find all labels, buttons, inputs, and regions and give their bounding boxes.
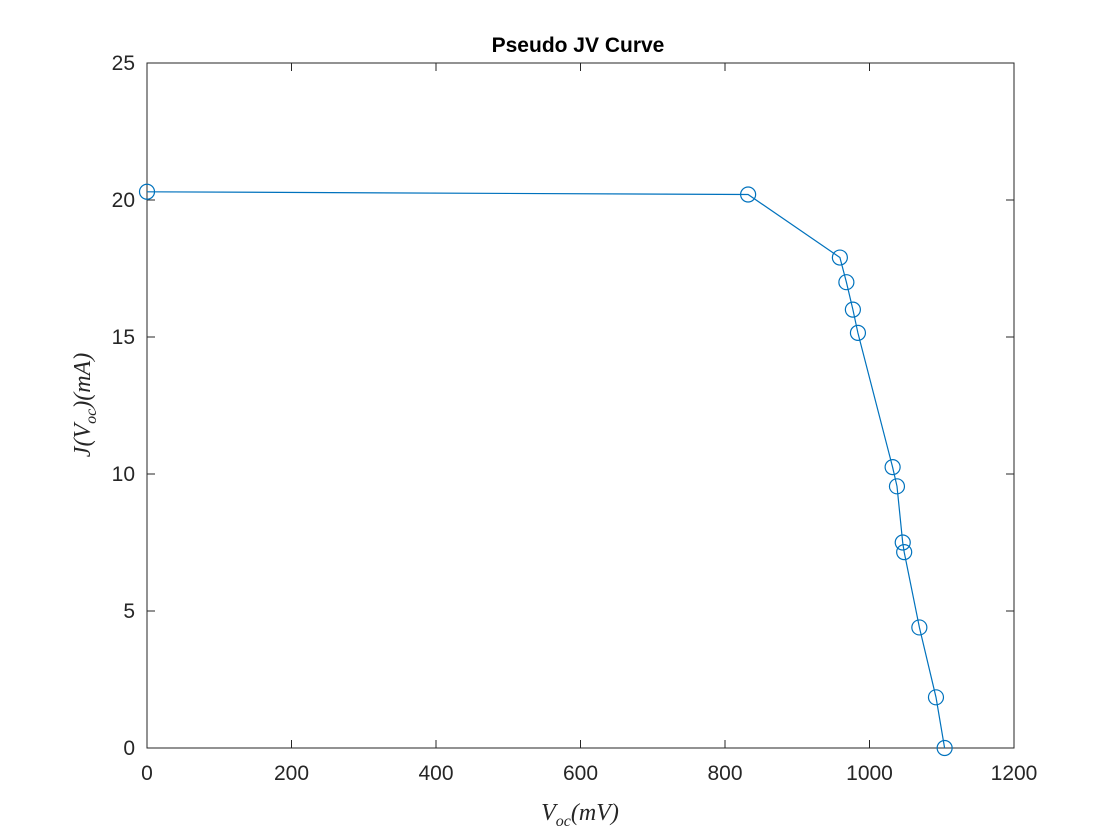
data-point — [884, 459, 901, 476]
y-axis: 0 5 10 15 20 25 — [112, 52, 1014, 760]
x-tick-label: 600 — [563, 762, 598, 785]
plot-area-box — [146, 62, 1015, 749]
data-point — [844, 301, 861, 318]
x-tick-label: 400 — [418, 762, 453, 785]
x-tick-label: 800 — [707, 762, 742, 785]
series-line — [146, 191, 946, 749]
data-point — [831, 249, 848, 266]
x-tick-label: 0 — [141, 762, 153, 785]
data-point — [838, 274, 855, 291]
x-axis-label: Voc(mV) — [541, 800, 619, 830]
x-axis: 0 200 400 600 800 1000 1200 — [141, 63, 1037, 785]
data-point — [740, 186, 757, 203]
data-point — [911, 619, 928, 636]
y-tick-label: 25 — [112, 52, 135, 75]
chart-title: Pseudo JV Curve — [492, 34, 665, 57]
series-group — [138, 183, 953, 757]
y-tick-label: 0 — [123, 737, 135, 760]
y-tick-label: 10 — [112, 463, 135, 486]
y-tick-label: 20 — [112, 189, 135, 212]
data-point — [936, 739, 953, 757]
y-tick-label: 5 — [123, 600, 135, 623]
data-point — [896, 543, 913, 561]
y-axis-label: J(Voc)(mA) — [70, 353, 100, 457]
x-tick-label: 1000 — [846, 762, 893, 785]
x-tick-label: 1200 — [991, 762, 1038, 785]
data-point — [849, 324, 867, 341]
data-point — [888, 478, 906, 495]
data-point — [138, 183, 156, 200]
data-point — [894, 534, 911, 551]
data-point — [927, 689, 945, 706]
x-tick-label: 200 — [274, 762, 309, 785]
y-tick-label: 15 — [112, 326, 135, 349]
